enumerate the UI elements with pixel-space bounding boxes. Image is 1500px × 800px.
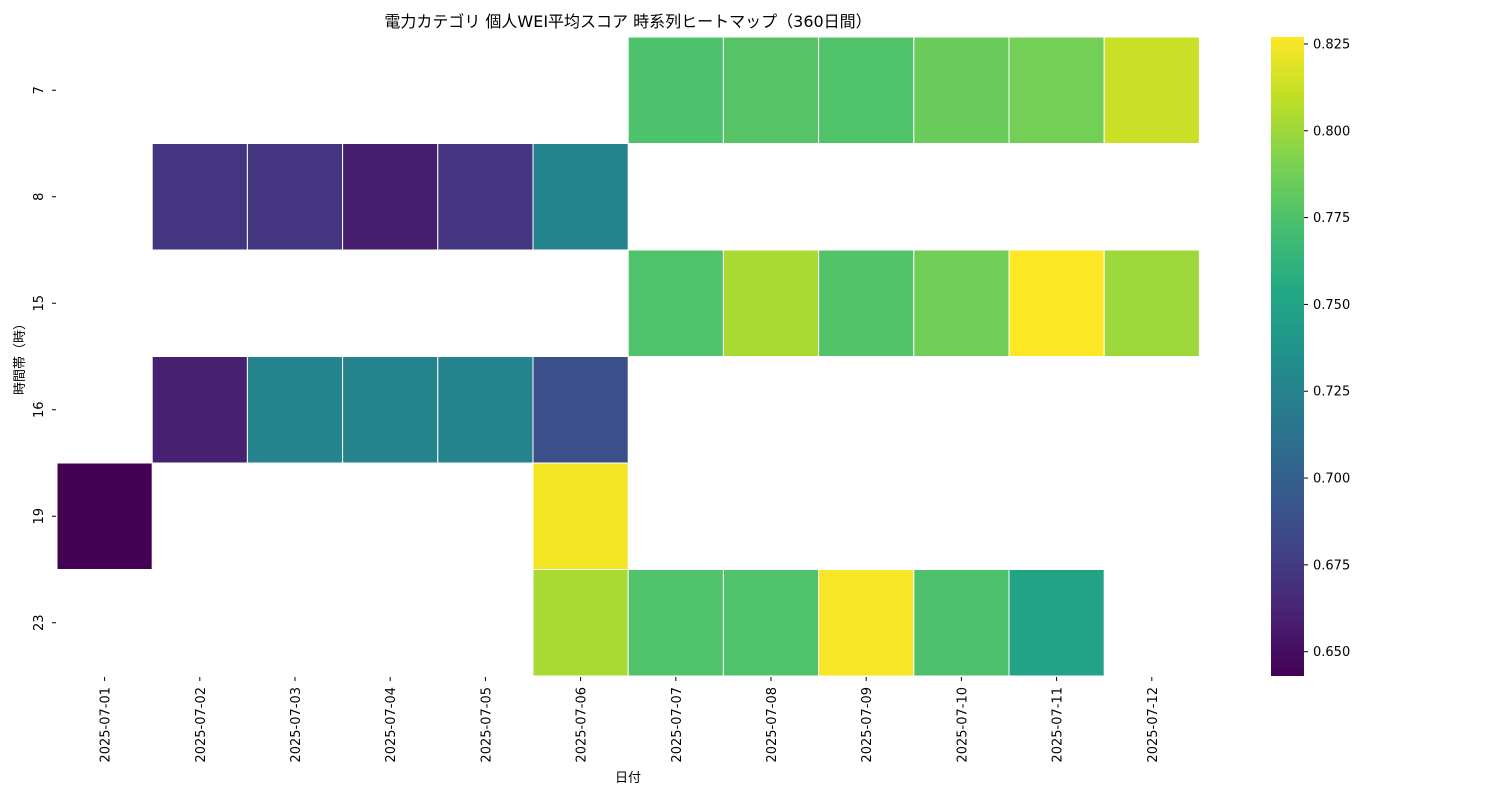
heatmap-cell: [1008, 36, 1105, 144]
heatmap-cell: [1008, 249, 1105, 357]
heatmap-cell: [532, 569, 629, 677]
colorbar-tick-label: 0.725: [1313, 385, 1350, 400]
heatmap-cell: [818, 569, 915, 677]
x-tick-label: 2025-07-04: [384, 687, 399, 763]
heatmap-cell: [722, 249, 820, 357]
colorbar-tick-label: 0.800: [1313, 124, 1350, 139]
x-tick-label: 2025-07-01: [99, 687, 114, 763]
heatmap-cell: [342, 356, 439, 464]
colorbar-tick-label: 0.700: [1313, 472, 1350, 487]
x-tick-label: 2025-07-06: [575, 687, 590, 763]
y-axis-label: 時間帯（時）: [13, 317, 28, 395]
x-tick-label: 2025-07-03: [289, 687, 304, 763]
y-tick-label: 23: [32, 614, 47, 631]
x-tick-label: 2025-07-02: [194, 687, 209, 763]
colorbar-tick-label: 0.825: [1313, 37, 1350, 52]
colorbar-tick-label: 0.750: [1313, 298, 1350, 313]
heatmap-cell: [532, 356, 629, 464]
colorbar-tick-label: 0.775: [1313, 211, 1350, 226]
heatmap-cell: [1103, 249, 1200, 357]
heatmap-cell: [151, 143, 248, 251]
y-tick-label: 15: [32, 295, 47, 312]
heatmap-cell: [818, 36, 915, 144]
heatmap-cell: [627, 569, 724, 677]
x-axis-label: 日付: [615, 771, 641, 786]
x-tick-label: 2025-07-05: [479, 687, 494, 763]
heatmap-cell: [246, 143, 344, 251]
colorbar-tick-label: 0.650: [1313, 645, 1350, 660]
heatmap-cell: [913, 249, 1010, 357]
heatmap-cell: [913, 569, 1010, 677]
y-tick-label: 8: [32, 193, 47, 201]
chart-title: 電力カテゴリ 個人WEI平均スコア 時系列ヒートマップ（360日間）: [384, 12, 871, 31]
heatmap-cell: [437, 356, 534, 464]
x-tick-label: 2025-07-11: [1051, 687, 1066, 763]
heatmap-cell: [437, 143, 534, 251]
heatmap-cells: [56, 36, 1200, 677]
y-axis-ticks: 7 8 15 16 19 23: [32, 86, 56, 631]
heatmap-cell: [532, 143, 629, 251]
heatmap-cell: [627, 36, 724, 144]
colorbar-tick-label: 0.675: [1313, 558, 1350, 573]
heatmap-cell: [1008, 569, 1105, 677]
y-tick-label: 16: [32, 401, 47, 418]
heatmap-cell: [56, 462, 153, 570]
heatmap-cell: [532, 462, 629, 570]
heatmap-cell: [1103, 36, 1200, 144]
colorbar-ticks: 0.650 0.675 0.700 0.725 0.750 0.775 0.800 0.825: [1304, 37, 1350, 660]
x-tick-label: 2025-07-10: [955, 687, 970, 763]
heatmap-cell: [151, 356, 248, 464]
y-tick-label: 19: [32, 508, 47, 525]
y-tick-label: 7: [32, 86, 47, 94]
x-tick-label: 2025-07-12: [1146, 687, 1161, 763]
heatmap-cell: [722, 36, 820, 144]
heatmap-cell: [342, 143, 439, 251]
heatmap-cell: [818, 249, 915, 357]
colorbar: [1271, 37, 1304, 676]
x-tick-label: 2025-07-07: [670, 687, 685, 763]
x-axis-ticks: 2025-07-01 2025-07-02 2025-07-03 2025-07-04…: [99, 677, 1161, 763]
heatmap-cell: [246, 356, 344, 464]
heatmap-cell: [722, 569, 820, 677]
x-tick-label: 2025-07-09: [860, 687, 875, 763]
heatmap-cell: [913, 36, 1010, 144]
heatmap-cell: [627, 249, 724, 357]
x-tick-label: 2025-07-08: [765, 687, 780, 763]
